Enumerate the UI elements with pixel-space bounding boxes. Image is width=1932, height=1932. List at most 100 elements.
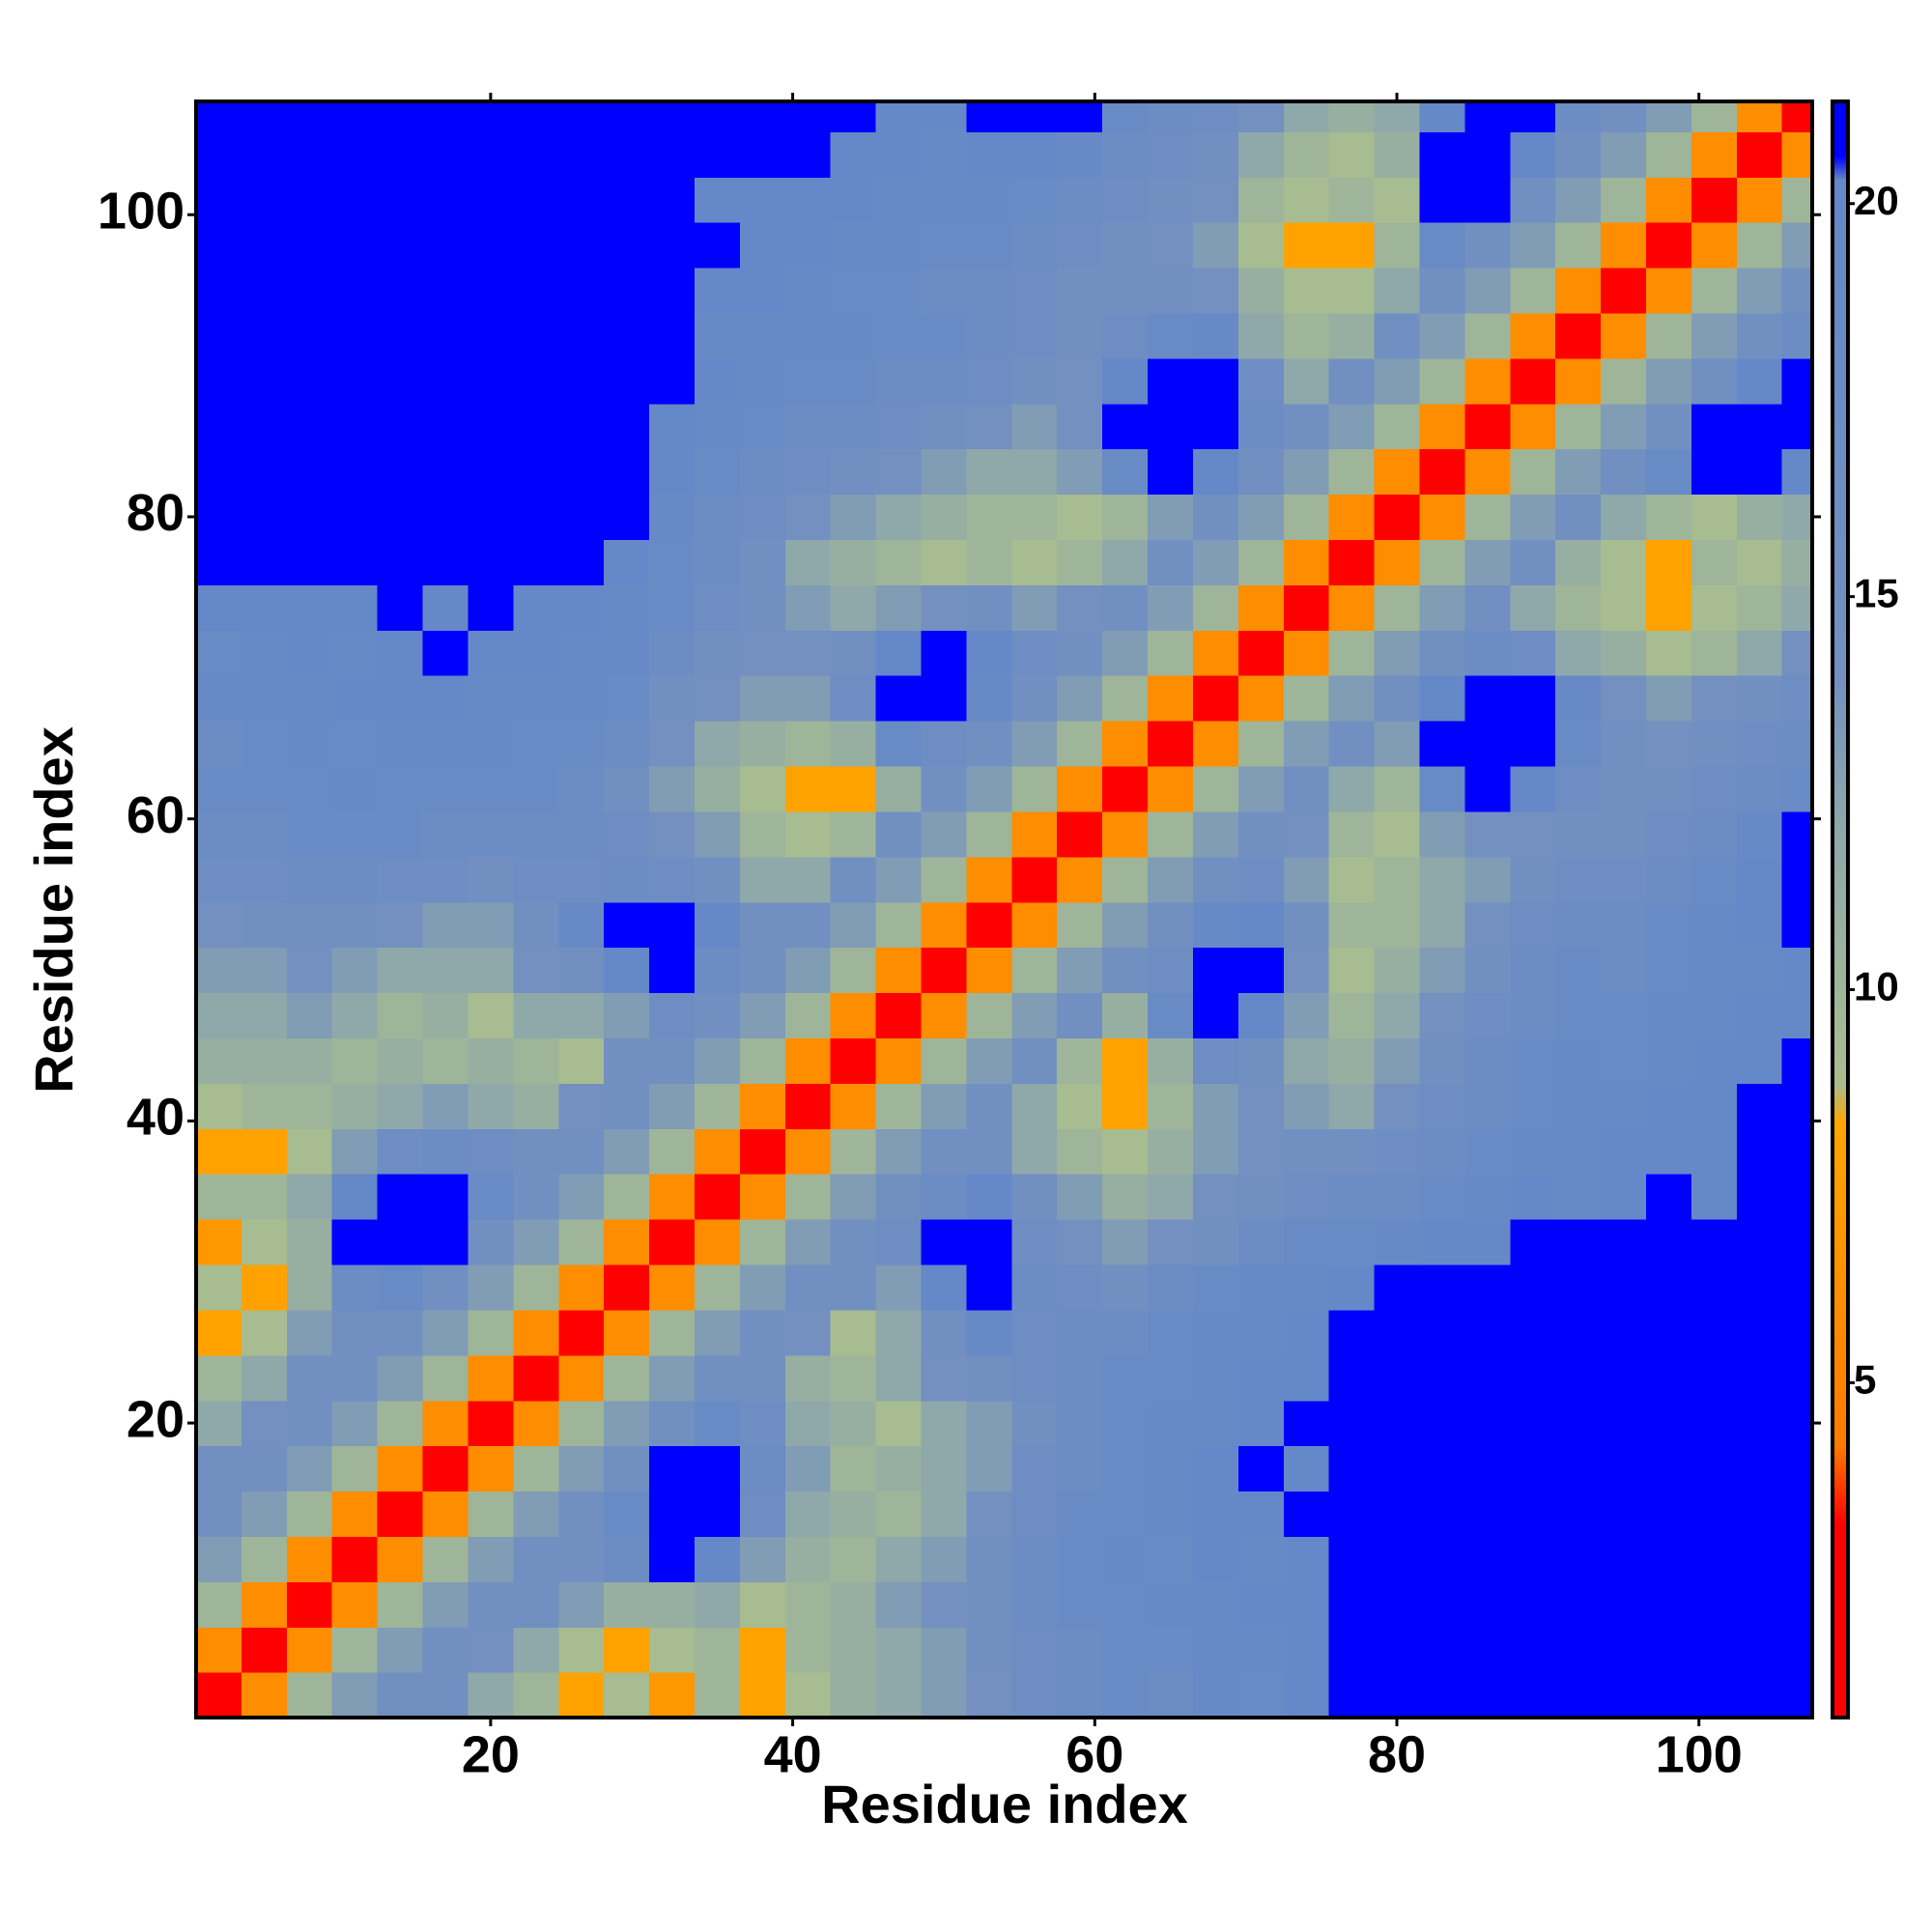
heatmap-cell [241, 1219, 288, 1265]
heatmap-cell [241, 222, 288, 269]
heatmap-cell [377, 1219, 424, 1265]
heatmap-cell [1374, 1264, 1421, 1311]
heatmap-cell [830, 1309, 877, 1356]
heatmap-cell [331, 1037, 379, 1084]
heatmap-cell [1419, 1174, 1465, 1220]
heatmap-cell [1148, 1581, 1194, 1628]
heatmap-cell [1419, 267, 1465, 314]
heatmap-cell [1283, 1174, 1330, 1220]
heatmap-cell [1328, 357, 1376, 405]
heatmap-cell [1510, 403, 1556, 450]
heatmap-cell [875, 539, 923, 585]
heatmap-cell [604, 222, 650, 269]
heatmap-cell [1102, 765, 1149, 812]
heatmap-cell [196, 222, 242, 269]
heatmap-cell [830, 222, 877, 269]
heatmap-cell [784, 494, 832, 541]
heatmap-cell [694, 901, 741, 949]
heatmap-cell [1510, 1536, 1556, 1582]
heatmap-cell [513, 222, 559, 269]
heatmap-cell [966, 901, 1012, 949]
heatmap-cell [830, 539, 877, 585]
heatmap-cell [739, 992, 786, 1039]
heatmap-cell [1328, 267, 1376, 314]
heatmap-cell [649, 1536, 696, 1582]
heatmap-cell [196, 721, 242, 767]
heatmap-cell [1646, 584, 1692, 631]
heatmap-cell [1464, 177, 1511, 223]
heatmap-cell [1736, 1536, 1783, 1582]
heatmap-cell [1781, 312, 1813, 359]
heatmap-cell [1374, 1037, 1421, 1084]
heatmap-cell [1646, 222, 1692, 269]
heatmap-cell [1057, 1536, 1103, 1582]
heatmap-cell [966, 1083, 1012, 1129]
heatmap-cell [1102, 448, 1149, 496]
heatmap-cell [694, 1581, 741, 1628]
heatmap-cell [286, 312, 333, 359]
heatmap-cell [1328, 1309, 1376, 1356]
heatmap-cell [921, 494, 968, 541]
heatmap-cell [875, 403, 923, 450]
heatmap-cell [241, 765, 288, 812]
heatmap-cell [1419, 1037, 1465, 1084]
heatmap-cell [1102, 1491, 1149, 1537]
heatmap-cell [1283, 131, 1330, 178]
heatmap-cell [422, 1309, 469, 1356]
heatmap-cell [1057, 1309, 1103, 1356]
heatmap-cell [1690, 1174, 1738, 1220]
heatmap-cell [830, 494, 877, 541]
heatmap-cell [1192, 1309, 1239, 1356]
heatmap-cell [1736, 267, 1783, 314]
heatmap-cell [1736, 947, 1783, 994]
heatmap-cell [1464, 675, 1511, 722]
heatmap-cell [1102, 1083, 1149, 1129]
heatmap-cell [422, 1445, 469, 1492]
heatmap-cell [1464, 357, 1511, 405]
heatmap-cell [513, 856, 559, 903]
heatmap-cell [558, 992, 605, 1039]
heatmap-cell [1192, 1037, 1239, 1084]
heatmap-cell [558, 1581, 605, 1628]
heatmap-cell [649, 765, 696, 812]
heatmap-cell [286, 992, 333, 1039]
heatmap-cell [558, 267, 605, 314]
heatmap-cell [875, 357, 923, 405]
heatmap-cell [1555, 721, 1602, 767]
heatmap-cell [1736, 1037, 1783, 1084]
heatmap-cell [331, 494, 379, 541]
heatmap-cell [1419, 1083, 1465, 1129]
heatmap-cell [558, 1083, 605, 1129]
heatmap-cell [784, 1174, 832, 1220]
heatmap-cell [1690, 856, 1738, 903]
heatmap-cell [739, 1037, 786, 1084]
heatmap-cell [286, 448, 333, 496]
heatmap-cell [241, 856, 288, 903]
heatmap-cell [241, 1309, 288, 1356]
heatmap-cell [1148, 494, 1194, 541]
colorbar-tick-label: 15 [1854, 571, 1899, 616]
heatmap-cell [1057, 448, 1103, 496]
heatmap-cell [1646, 1219, 1692, 1265]
heatmap-cell [1283, 856, 1330, 903]
heatmap-cell [1601, 131, 1647, 178]
heatmap-cell [1283, 1309, 1330, 1356]
x-tick-label: 60 [1065, 1725, 1123, 1783]
heatmap-cell [875, 1174, 923, 1220]
heatmap-cell [1510, 765, 1556, 812]
heatmap-cell [784, 403, 832, 450]
heatmap-cell [1148, 539, 1194, 585]
heatmap-cell [1011, 765, 1058, 812]
heatmap-cell [1690, 1128, 1738, 1175]
heatmap-cell [1601, 1354, 1647, 1402]
heatmap-cell [422, 1400, 469, 1447]
heatmap-cell [331, 1354, 379, 1402]
heatmap-cell [1328, 1672, 1376, 1719]
heatmap-cell [1690, 1536, 1738, 1582]
heatmap-cell [1510, 357, 1556, 405]
heatmap-cell [196, 1400, 242, 1447]
heatmap-cell [286, 1037, 333, 1084]
heatmap-cell [196, 675, 242, 722]
heatmap-cell [649, 403, 696, 450]
heatmap-cell [1555, 630, 1602, 676]
